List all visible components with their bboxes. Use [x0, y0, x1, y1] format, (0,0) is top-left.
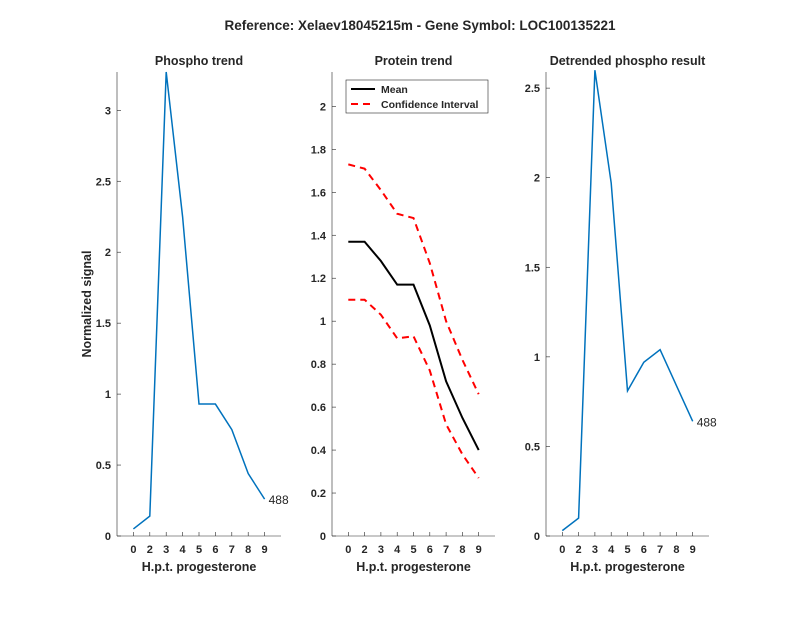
data-annotation: 488 [269, 493, 289, 507]
y-axis-label: Normalized signal [80, 251, 94, 358]
x-tick-label: 2 [362, 544, 368, 556]
x-tick-label: 9 [690, 544, 696, 556]
x-tick-label: 6 [641, 544, 647, 556]
subplot-title: Protein trend [375, 54, 453, 68]
y-tick-label: 2 [105, 247, 111, 259]
y-tick-label: 1.5 [96, 318, 111, 330]
y-tick-label: 0 [320, 531, 326, 543]
y-tick-label: 1 [105, 389, 111, 401]
x-tick-label: 8 [673, 544, 679, 556]
y-tick-label: 0 [105, 531, 111, 543]
y-tick-label: 0.5 [525, 441, 540, 453]
x-tick-label: 6 [427, 544, 433, 556]
x-tick-label: 7 [657, 544, 663, 556]
y-tick-label: 0 [534, 531, 540, 543]
y-tick-label: 0.4 [311, 445, 327, 457]
x-tick-label: 9 [262, 544, 268, 556]
legend-label: Mean [381, 84, 408, 96]
y-tick-label: 1.2 [311, 273, 326, 285]
x-tick-label: 0 [130, 544, 136, 556]
x-tick-label: 5 [196, 544, 202, 556]
y-tick-label: 1 [320, 316, 326, 328]
x-tick-label: 4 [180, 544, 187, 556]
x-axis-label: H.p.t. progesterone [570, 560, 685, 574]
legend: Mean Confidence Interval [345, 79, 489, 114]
series-line-mean [348, 240, 480, 451]
subplot-title: Detrended phospho result [550, 54, 706, 68]
x-tick-label: 3 [592, 544, 598, 556]
y-tick-label: 0.8 [311, 359, 326, 371]
figure-title: Reference: Xelaev18045215m - Gene Symbol… [225, 18, 616, 33]
series-line-confidence-interval-lower [348, 298, 480, 479]
y-tick-label: 1.5 [525, 262, 540, 274]
series-line-confidence-interval [348, 163, 480, 395]
y-tick-label: 0.5 [96, 460, 111, 472]
y-tick-label: 1 [534, 352, 540, 364]
subplot-title: Phospho trend [155, 54, 243, 68]
y-tick-label: 1.6 [311, 187, 326, 199]
data-annotation: 488 [697, 415, 717, 429]
x-tick-label: 5 [410, 544, 416, 556]
legend-label: Confidence Interval [381, 99, 479, 111]
x-tick-label: 2 [576, 544, 582, 556]
y-tick-label: 2 [534, 173, 540, 185]
y-tick-label: 1.8 [311, 144, 326, 156]
x-tick-label: 9 [476, 544, 482, 556]
x-tick-label: 4 [608, 544, 615, 556]
y-tick-label: 0.6 [311, 402, 326, 414]
x-tick-label: 0 [559, 544, 565, 556]
x-axis-label: H.p.t. progesterone [356, 560, 471, 574]
y-tick-label: 2.5 [525, 83, 540, 95]
x-tick-label: 5 [624, 544, 630, 556]
y-tick-label: 2.5 [96, 176, 111, 188]
legend-box [345, 79, 489, 114]
y-tick-label: 1.4 [311, 230, 327, 242]
series-line-phospho [132, 71, 266, 530]
y-tick-label: 3 [105, 105, 111, 117]
x-tick-label: 3 [163, 544, 169, 556]
x-tick-label: 7 [229, 544, 235, 556]
x-tick-label: 4 [394, 544, 401, 556]
x-tick-label: 8 [459, 544, 465, 556]
y-tick-label: 2 [320, 101, 326, 113]
x-tick-label: 7 [443, 544, 449, 556]
x-axis-label: H.p.t. progesterone [142, 560, 257, 574]
x-tick-label: 2 [147, 544, 153, 556]
x-tick-label: 0 [345, 544, 351, 556]
x-tick-label: 8 [245, 544, 251, 556]
x-tick-label: 6 [212, 544, 218, 556]
series-line-detrended [561, 70, 694, 532]
y-tick-label: 0.2 [311, 488, 326, 500]
x-tick-label: 3 [378, 544, 384, 556]
